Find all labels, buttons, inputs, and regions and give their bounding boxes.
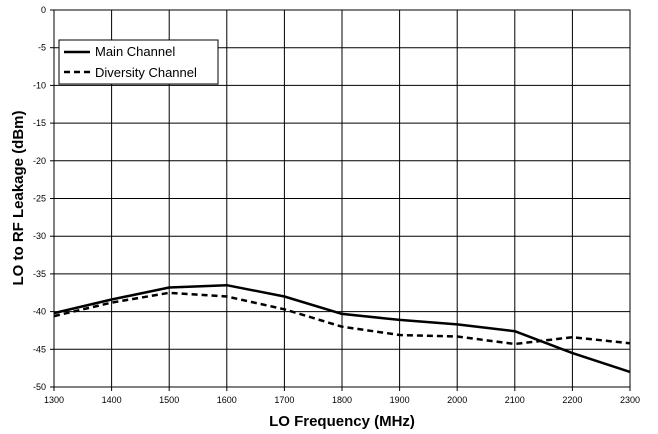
y-tick-label: -25 bbox=[33, 194, 46, 204]
y-axis-ticks: 0 -5 -10 -15 -20 -25 -30 -35 -40 -45 -50 bbox=[33, 5, 54, 392]
x-tick-label: 1800 bbox=[332, 395, 352, 405]
x-tick-label: 1700 bbox=[274, 395, 294, 405]
y-tick-label: -50 bbox=[33, 382, 46, 392]
x-tick-label: 1900 bbox=[390, 395, 410, 405]
x-tick-label: 2200 bbox=[562, 395, 582, 405]
y-tick-label: -5 bbox=[38, 43, 46, 53]
series-line-diversity-channel bbox=[53, 291, 631, 346]
y-tick-label: -35 bbox=[33, 269, 46, 279]
legend-label-main-channel: Main Channel bbox=[95, 44, 175, 59]
x-tick-label: 1400 bbox=[102, 395, 122, 405]
x-axis-ticks: 1300 1400 1500 1600 1700 1800 1900 2000 2100 2200… bbox=[44, 387, 640, 405]
legend-label-diversity-channel: Diversity Channel bbox=[95, 65, 197, 80]
y-tick-label: -10 bbox=[33, 80, 46, 90]
x-tick-label: 1300 bbox=[44, 395, 64, 405]
y-tick-label: -45 bbox=[33, 344, 46, 354]
y-tick-label: -30 bbox=[33, 231, 46, 241]
legend-box bbox=[58, 39, 219, 85]
series-layer bbox=[53, 283, 631, 374]
x-tick-label: 1600 bbox=[217, 395, 237, 405]
x-tick-label: 2100 bbox=[505, 395, 525, 405]
x-axis-title: LO Frequency (MHz) bbox=[269, 413, 415, 430]
y-tick-label: -40 bbox=[33, 307, 46, 317]
x-tick-label: 2000 bbox=[447, 395, 467, 405]
y-tick-label: -20 bbox=[33, 156, 46, 166]
x-tick-label: 2300 bbox=[620, 395, 640, 405]
y-tick-label: 0 bbox=[41, 5, 46, 15]
legend: Main Channel Diversity Channel bbox=[58, 39, 219, 85]
x-tick-label: 1500 bbox=[159, 395, 179, 405]
y-axis-title: LO to RF Leakage (dBm) bbox=[10, 110, 27, 285]
series-line-main-channel bbox=[53, 283, 631, 374]
y-tick-label: -15 bbox=[33, 118, 46, 128]
